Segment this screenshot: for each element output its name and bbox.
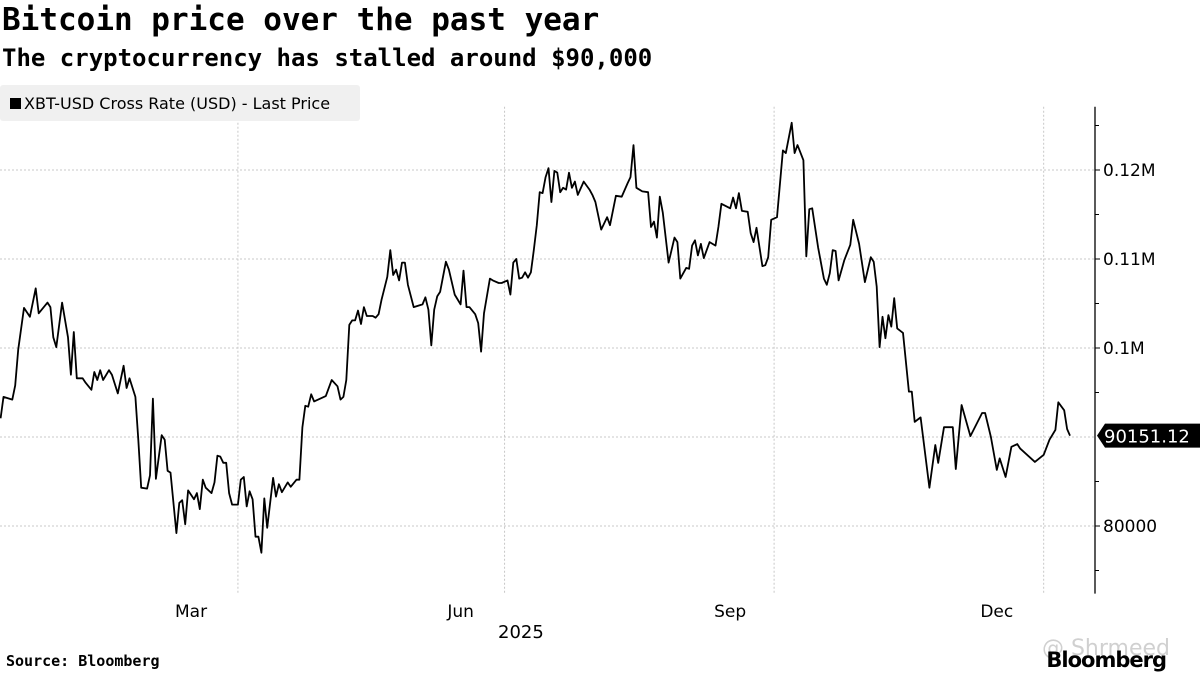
legend: XBT-USD Cross Rate (USD) - Last Price — [0, 85, 360, 121]
last-value-pointer — [1097, 423, 1200, 448]
legend-label: XBT-USD Cross Rate (USD) - Last Price — [24, 93, 331, 113]
last-value-label: 90151.12 — [1104, 427, 1190, 448]
y-axis: 0.12M 0.11M 0.1M 80000 — [1094, 106, 1157, 594]
y-tick-label: 0.1M — [1103, 339, 1145, 359]
source-note: Source: Bloomberg — [6, 652, 160, 670]
x-tick-label: Jun — [446, 602, 474, 622]
x-axis-labels: Mar Jun Sep Dec — [175, 602, 1013, 622]
x-axis-year-label: 2025 — [498, 622, 544, 643]
y-tick-label: 80000 — [1103, 517, 1157, 537]
bloomberg-logo: Bloomberg — [1046, 648, 1167, 672]
price-line — [0, 121, 1071, 554]
chart-title: Bitcoin price over the past year — [2, 2, 600, 38]
legend-swatch — [10, 97, 21, 109]
chart-subtitle: The cryptocurrency has stalled around $9… — [2, 44, 653, 72]
y-tick-label: 0.12M — [1103, 161, 1156, 181]
last-value-badge: 90151.12 — [1097, 423, 1200, 448]
watermark: @ Shrmeed — [1041, 636, 1170, 661]
gridlines — [0, 106, 1095, 594]
y-tick-label: 0.11M — [1103, 250, 1156, 270]
x-tick-label: Dec — [980, 602, 1013, 622]
x-tick-label: Sep — [714, 602, 746, 622]
x-tick-label: Mar — [175, 602, 207, 622]
